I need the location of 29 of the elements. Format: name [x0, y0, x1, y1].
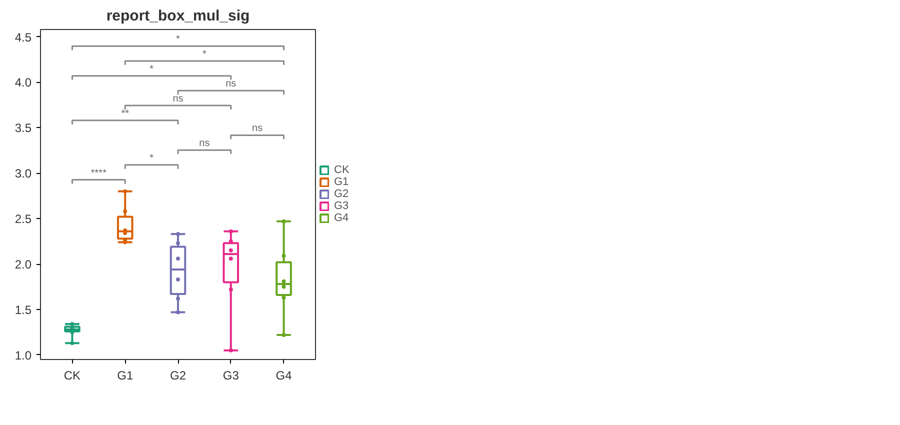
annotation: ns: [199, 138, 210, 150]
y-tick-label: 1.5: [14, 303, 32, 317]
y-tick-label: 3.5: [14, 121, 32, 136]
legend-label: CK: [334, 164, 350, 176]
x-tick-label: G3: [222, 368, 240, 382]
chart-title: report_box_mul_sig: [106, 8, 250, 24]
y-tick-label: 3.0: [14, 166, 32, 181]
annotation: ns: [252, 123, 263, 134]
y-tick-label: 4.5: [14, 30, 32, 44]
legend-label: G2: [334, 188, 350, 200]
legend-label: G3: [334, 200, 350, 212]
y-tick-label: 2.5: [14, 212, 32, 226]
x-tick-label: G4: [276, 368, 292, 382]
annotation: ns: [172, 94, 184, 105]
annotation: ns: [226, 78, 236, 90]
y-tick-label: 4.0: [14, 76, 32, 90]
x-tick-label: G1: [117, 368, 134, 382]
y-tick-label: 1.0: [14, 348, 32, 362]
x-tick-label: CK: [64, 368, 81, 382]
y-tick-label: 2.0: [14, 258, 32, 272]
annotation: *: [150, 152, 154, 164]
legend-label: G4: [334, 212, 350, 224]
annotation: *: [176, 34, 180, 46]
annotation: **: [121, 108, 130, 120]
annotation: ****: [90, 168, 107, 179]
annotation: *: [202, 48, 206, 60]
legend-label: G1: [334, 176, 350, 188]
x-tick-label: G2: [170, 368, 186, 382]
annotation: *: [150, 64, 154, 75]
